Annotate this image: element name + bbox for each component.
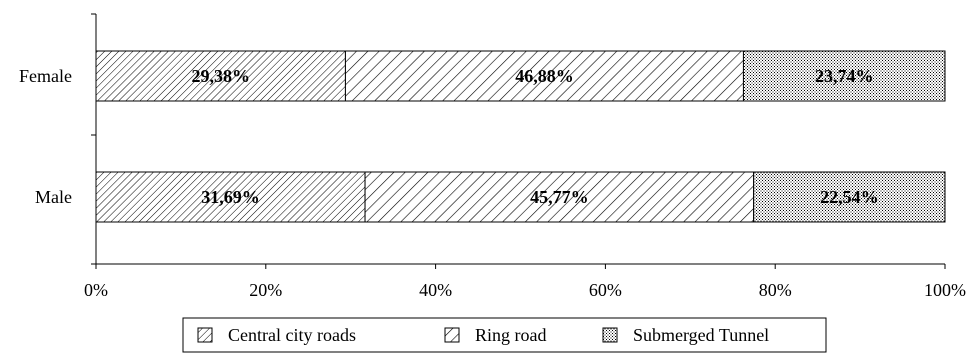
- category-label: Male: [35, 187, 72, 207]
- data-label: 46,88%: [515, 66, 574, 86]
- x-tick-label: 0%: [84, 280, 108, 300]
- legend-label: Central city roads: [228, 325, 356, 345]
- category-label: Female: [19, 66, 72, 86]
- legend-label: Submerged Tunnel: [633, 325, 769, 345]
- data-label: 22,54%: [820, 187, 879, 207]
- legend-label: Ring road: [475, 325, 547, 345]
- x-tick-label: 100%: [924, 280, 966, 300]
- chart-legend: Central city roads Ring road Submerged Tun…: [182, 317, 827, 353]
- bar-segment: [344, 50, 744, 102]
- x-tick-label: 80%: [759, 280, 792, 300]
- legend-swatch: [602, 327, 618, 343]
- data-label: 23,74%: [815, 66, 874, 86]
- bar-segment: [753, 171, 946, 223]
- bar-segment: [95, 50, 346, 102]
- x-tick-label: 60%: [589, 280, 622, 300]
- chart-axes: 0% 20% 40% 60% 80% 100% Female Male: [19, 13, 966, 300]
- chart-data-labels: 29,38% 46,88% 23,74% 31,69% 45,77% 22,54%: [191, 66, 878, 207]
- bar-segment: [364, 171, 755, 223]
- chart-bars: [95, 50, 946, 223]
- x-tick-label: 40%: [419, 280, 452, 300]
- x-tick-label: 20%: [249, 280, 282, 300]
- data-label: 45,77%: [530, 187, 589, 207]
- legend-swatch: [197, 327, 213, 343]
- data-label: 31,69%: [201, 187, 260, 207]
- data-label: 29,38%: [191, 66, 250, 86]
- bar-segment: [742, 50, 946, 102]
- legend-swatch: [444, 327, 460, 343]
- legend-box: [182, 317, 827, 353]
